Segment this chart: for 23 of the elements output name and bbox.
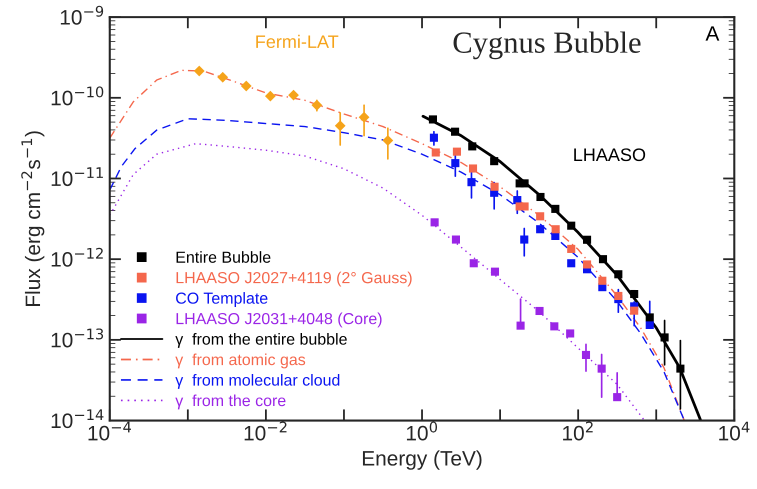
legend-label: γ from molecular cloud — [175, 374, 340, 389]
legend-label: Entire Bubble — [176, 251, 270, 263]
legend-label: γ from the core — [175, 394, 286, 410]
annotation: LHAASO — [574, 148, 646, 162]
annotation: A — [706, 26, 720, 41]
x-tick-label: 10$^{2}$ — [563, 422, 593, 441]
x-tick-label: 10$^{0}$ — [406, 422, 438, 441]
y-tick-label: 10$^{−11}$ — [52, 167, 103, 186]
y-axis-title: Flux (erg cm$^{−2}$s$^{−1}$) — [21, 131, 44, 306]
x-tick-label: 10$^{−2}$ — [244, 422, 286, 441]
y-tick-label: 10$^{−13}$ — [52, 328, 104, 348]
legend-label: LHAASO J2027+4119 (2° Gauss) — [176, 272, 412, 286]
legend-label: CO Template — [176, 292, 268, 307]
x-axis-title: Energy (TeV) — [362, 450, 482, 470]
chart-title: Cygnus Bubble — [454, 31, 641, 60]
y-tick-label: 10$^{−10}$ — [52, 86, 104, 106]
legend-label: γ from the entire bubble — [175, 333, 347, 348]
x-tick-label: 10$^{4}$ — [719, 422, 750, 441]
legend-label: γ from atomic gas — [175, 354, 306, 368]
legend-label: LHAASO J2031+4048 (Core) — [176, 312, 382, 328]
series-label: Fermi-LAT — [256, 34, 338, 48]
y-tick-label: 10$^{−9}$ — [60, 6, 104, 25]
y-tick-label: 10$^{−12}$ — [52, 248, 103, 267]
